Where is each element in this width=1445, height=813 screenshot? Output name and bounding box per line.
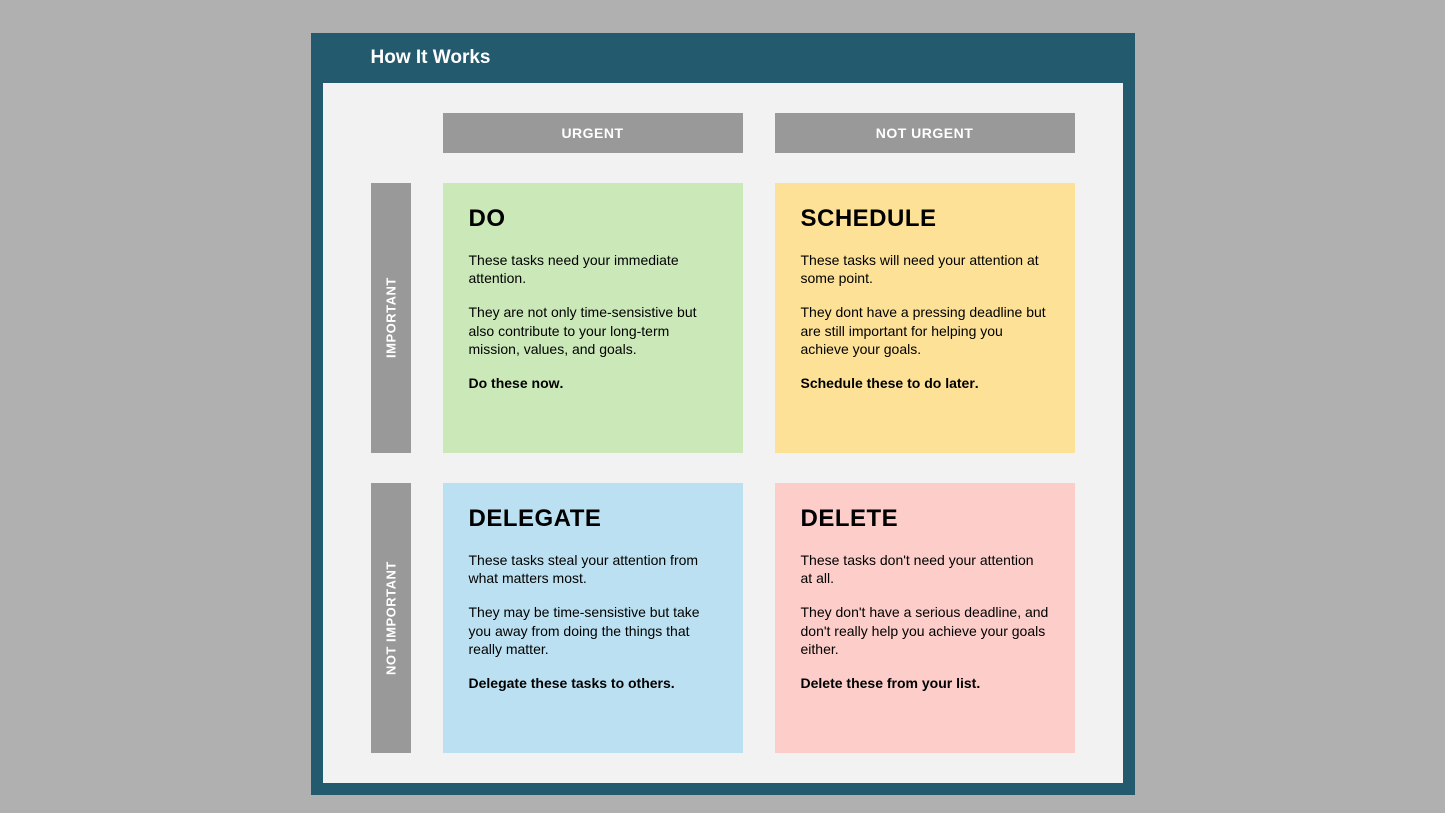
row-header-important: IMPORTANT	[371, 183, 411, 453]
corner-spacer	[371, 113, 411, 153]
quadrant-delete-p1: These tasks don't need your attention at…	[801, 551, 1049, 587]
quadrant-delete-p2: They don't have a serious deadline, and …	[801, 603, 1049, 658]
quadrant-do: DO These tasks need your immediate atten…	[443, 183, 743, 453]
quadrant-schedule-p1: These tasks will need your attention at …	[801, 251, 1049, 287]
content-area: URGENT NOT URGENT IMPORTANT NOT IMPORTAN…	[323, 83, 1123, 783]
quadrant-schedule-action: Schedule these to do later.	[801, 374, 1049, 392]
quadrant-schedule-title: SCHEDULE	[801, 205, 1049, 233]
quadrant-delete: DELETE These tasks don't need your atten…	[775, 483, 1075, 753]
column-header-urgent: URGENT	[443, 113, 743, 153]
quadrant-schedule-p2: They dont have a pressing deadline but a…	[801, 303, 1049, 358]
quadrant-do-p2: They are not only time-sensistive but al…	[469, 303, 717, 358]
quadrant-delegate-p2: They may be time-sensistive but take you…	[469, 603, 717, 658]
column-header-not-urgent: NOT URGENT	[775, 113, 1075, 153]
quadrant-delegate: DELEGATE These tasks steal your attentio…	[443, 483, 743, 753]
eisenhower-grid: URGENT NOT URGENT IMPORTANT NOT IMPORTAN…	[371, 113, 1075, 753]
row-header-not-important: NOT IMPORTANT	[371, 483, 411, 753]
quadrant-delegate-action: Delegate these tasks to others.	[469, 674, 717, 692]
quadrant-do-p1: These tasks need your immediate attentio…	[469, 251, 717, 287]
quadrant-do-action: Do these now.	[469, 374, 717, 392]
header-title: How It Works	[371, 47, 1135, 69]
quadrant-delete-title: DELETE	[801, 505, 1049, 533]
matrix-container: How It Works URGENT NOT URGENT IMPORTANT…	[311, 33, 1135, 795]
quadrant-schedule: SCHEDULE These tasks will need your atte…	[775, 183, 1075, 453]
quadrant-delegate-title: DELEGATE	[469, 505, 717, 533]
quadrant-delegate-p1: These tasks steal your attention from wh…	[469, 551, 717, 587]
quadrant-delete-action: Delete these from your list.	[801, 674, 1049, 692]
quadrant-do-title: DO	[469, 205, 717, 233]
header-bar: How It Works	[311, 33, 1135, 83]
